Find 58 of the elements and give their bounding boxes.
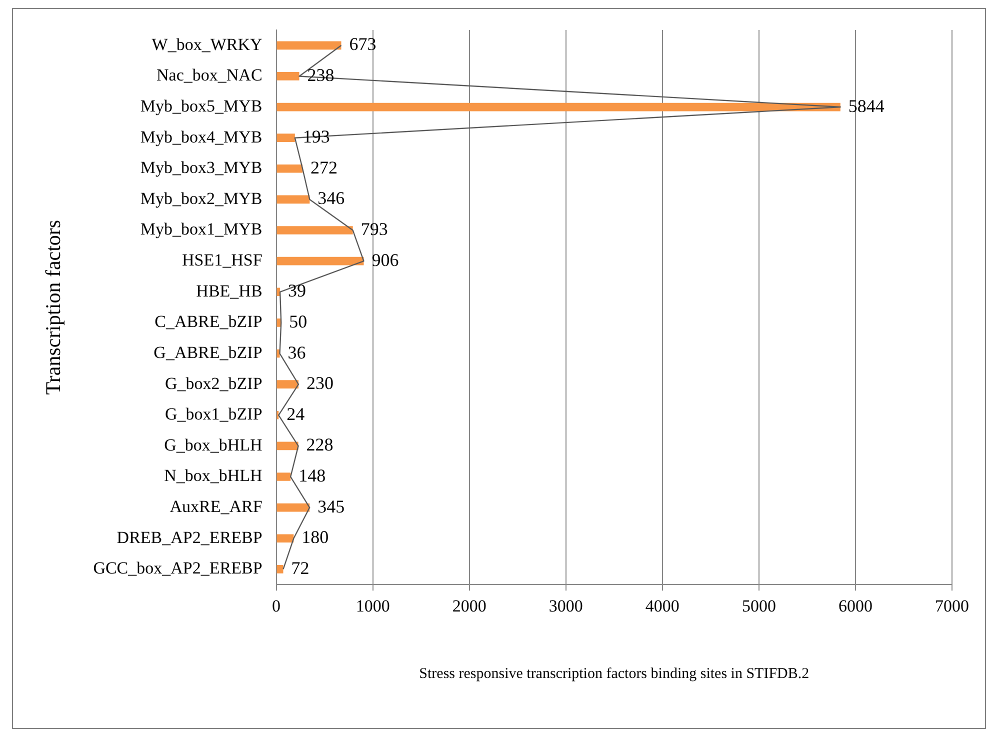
data-label: 346 xyxy=(318,188,345,208)
y-tick-label: G_box_bHLH xyxy=(164,435,262,454)
data-label: 50 xyxy=(289,311,308,332)
data-label: 272 xyxy=(310,157,338,178)
data-label: 673 xyxy=(349,34,376,54)
x-tick-label: 2000 xyxy=(452,596,486,616)
x-axis-title: Stress responsive transcription factors binding sites in STIFDB.2 xyxy=(419,666,810,682)
y-tick-label: G_box2_bZIP xyxy=(165,374,262,393)
data-label: 793 xyxy=(360,219,388,240)
data-label: 5844 xyxy=(848,96,884,116)
x-tick-label: 4000 xyxy=(645,596,680,616)
data-label: 24 xyxy=(286,404,305,424)
bar xyxy=(276,226,353,234)
bar xyxy=(276,503,310,512)
y-tick-label: G_box1_bZIP xyxy=(165,404,262,424)
y-tick-label: Nac_box_NAC xyxy=(156,66,262,85)
y-tick-label: GCC_box_AP2_EREBP xyxy=(93,558,262,578)
y-tick-label: C_ABRE_bZIP xyxy=(154,312,262,332)
data-label: 906 xyxy=(372,250,399,270)
x-tick-label: 5000 xyxy=(742,596,776,616)
y-tick-label: W_box_WRKY xyxy=(152,34,262,54)
bar xyxy=(276,565,284,574)
y-tick-label: HSE1_HSF xyxy=(182,250,262,270)
y-tick-label: Myb_box4_MYB xyxy=(140,127,262,146)
bar xyxy=(276,442,298,450)
data-label: 230 xyxy=(306,373,334,394)
data-label: 72 xyxy=(291,558,310,578)
y-tick-label: Myb_box3_MYB xyxy=(140,158,262,178)
bar xyxy=(276,41,342,50)
x-tick-label: 0 xyxy=(272,596,281,616)
y-tick-label: G_ABRE_bZIP xyxy=(154,342,262,362)
y-tick-label: Myb_box5_MYB xyxy=(140,96,262,116)
bar xyxy=(276,164,303,173)
y-tick-label: Myb_box1_MYB xyxy=(140,220,262,239)
y-tick-label: DREB_AP2_EREBP xyxy=(116,528,262,547)
bar xyxy=(276,534,294,543)
data-label: 39 xyxy=(288,280,306,301)
data-label: 345 xyxy=(318,496,345,516)
bar xyxy=(276,102,840,112)
bar xyxy=(276,472,291,481)
x-tick-label: 1000 xyxy=(356,596,390,616)
y-axis-title: Transcription factors xyxy=(41,220,66,395)
x-tick-label: 3000 xyxy=(548,596,583,616)
data-label: 180 xyxy=(302,527,329,548)
bar xyxy=(276,195,310,204)
bar xyxy=(276,134,295,142)
bar xyxy=(276,256,364,266)
y-tick-label: Myb_box2_MYB xyxy=(140,188,262,208)
data-label: 36 xyxy=(288,342,306,362)
data-label: 228 xyxy=(306,434,334,455)
x-tick-label: 7000 xyxy=(935,596,969,616)
data-label: 148 xyxy=(298,465,326,486)
bar xyxy=(276,72,300,80)
y-tick-label: AuxRE_ARF xyxy=(170,497,262,516)
bar xyxy=(276,380,298,388)
y-tick-label: N_box_bHLH xyxy=(164,466,262,486)
y-tick-label: HBE_HB xyxy=(196,281,262,300)
x-tick-label: 6000 xyxy=(838,596,872,616)
